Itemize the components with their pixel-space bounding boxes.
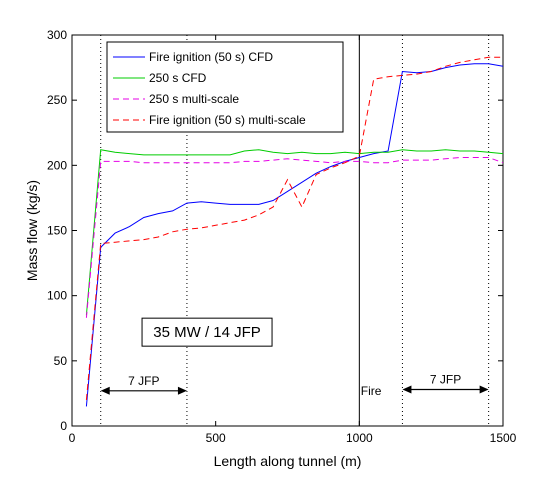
x-tick-label: 500 [206, 431, 226, 445]
y-axis-title: Mass flow (kg/s) [24, 180, 40, 281]
jfp-right-arrow-head-right [479, 385, 489, 394]
series-line-3 [85, 56, 503, 400]
y-tick-label: 0 [60, 419, 67, 433]
jfp-left-label: 7 JFP [128, 374, 159, 388]
jfp-right-arrow-head-left [402, 385, 412, 394]
legend-label-0: Fire ignition (50 s) CFD [149, 50, 273, 64]
fire-label: Fire [361, 384, 382, 398]
jfp-right-label: 7 JFP [430, 373, 461, 387]
legend-label-2: 250 s multi-scale [149, 92, 239, 106]
legend-label-3: Fire ignition (50 s) multi-scale [149, 113, 306, 127]
y-tick-label: 250 [47, 93, 67, 107]
legend-box [106, 41, 344, 133]
scenario-box [141, 317, 273, 347]
chart-labels: Length along tunnel (m) Mass flow (kg/s)… [24, 180, 461, 469]
y-tick-label: 100 [47, 289, 67, 303]
y-tick-label: 200 [47, 158, 67, 172]
legend: Fire ignition (50 s) CFD 250 s CFD 250 s m… [106, 41, 344, 133]
legend-label-1: 250 s CFD [149, 71, 207, 85]
x-tick-label: 1500 [490, 431, 517, 445]
jfp-left-arrow-head-right [177, 386, 187, 395]
series-line-2 [85, 157, 504, 318]
y-tick-label: 300 [47, 28, 67, 42]
jfp-left-arrow-head-left [100, 386, 110, 395]
scenario-label: 35 MW / 14 JFP [153, 324, 261, 341]
series-line-0 [85, 63, 504, 407]
x-axis-title: Length along tunnel (m) [214, 453, 362, 469]
x-tick-label: 1000 [346, 431, 373, 445]
plot-area: 0 500 1000 1500 0 50 100 150 200 250 300 [47, 28, 517, 445]
y-tick-label: 50 [54, 354, 68, 368]
x-tick-label: 0 [69, 431, 76, 445]
y-tick-label: 150 [47, 224, 67, 238]
series-line-1 [85, 149, 504, 316]
